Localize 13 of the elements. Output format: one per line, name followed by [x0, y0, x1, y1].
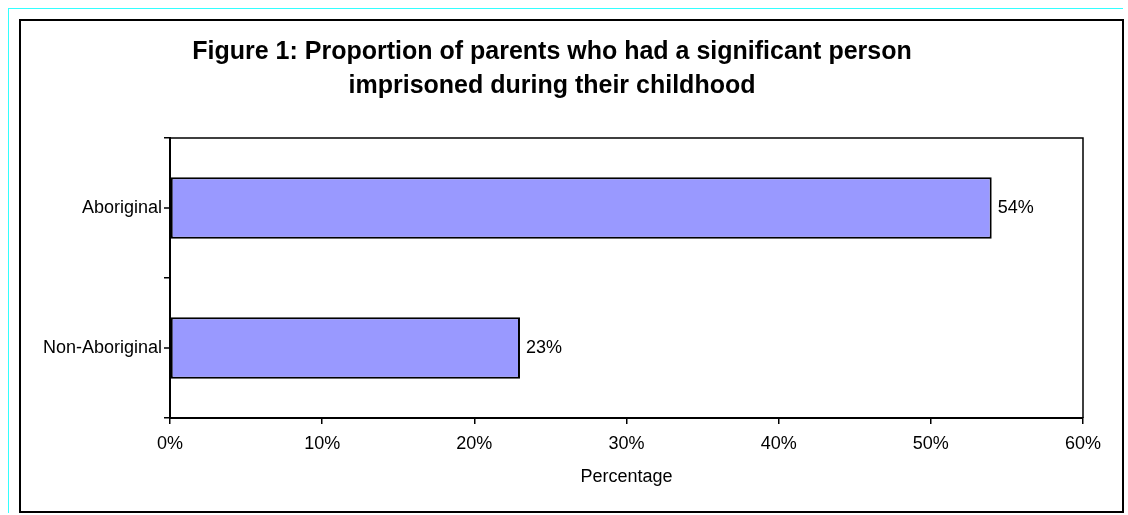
- x-tick-label: 60%: [1064, 432, 1102, 453]
- data-label: 54%: [997, 196, 1034, 217]
- x-axis-title: Percentage: [580, 466, 673, 487]
- x-tick-label: 40%: [760, 432, 797, 453]
- y-tick-label: Aboriginal: [81, 196, 162, 217]
- x-tick-label: 20%: [456, 432, 493, 453]
- y-tick-label: Non-Aboriginal: [42, 336, 162, 357]
- x-tick-label: 0%: [156, 432, 184, 453]
- x-tick-label: 30%: [608, 432, 645, 453]
- chart-title: Figure 1: Proportion of parents who had a significant person imprisoned during their childhood: [192, 35, 912, 98]
- data-label: 23%: [525, 336, 563, 357]
- x-tick-label: 10%: [304, 432, 341, 453]
- x-tick-label: 50%: [912, 432, 949, 453]
